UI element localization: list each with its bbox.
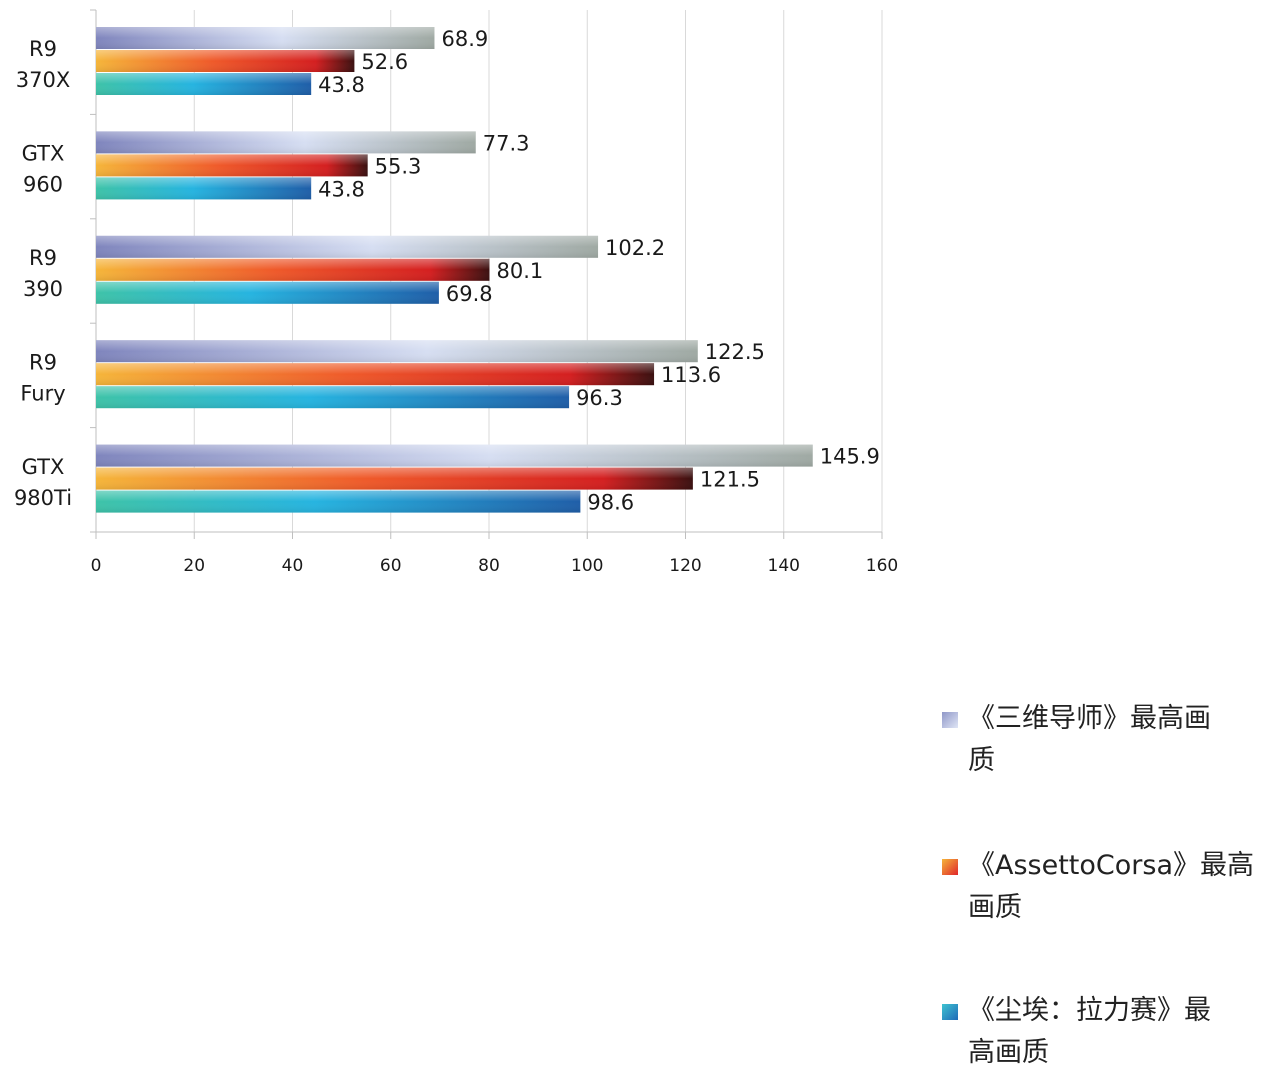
legend-label-line2: 高画质 bbox=[968, 1037, 1049, 1068]
category-label-line2: 980Ti bbox=[14, 486, 72, 510]
bar-value-label: 98.6 bbox=[587, 491, 634, 515]
x-tick-label: 0 bbox=[91, 556, 102, 576]
legend-label-line1: 《AssettoCorsa》最高 bbox=[968, 850, 1254, 881]
x-tick-label: 80 bbox=[478, 556, 500, 576]
category-label-line1: GTX bbox=[22, 142, 65, 166]
bar-value-label: 69.8 bbox=[446, 282, 493, 306]
category-label-line1: R9 bbox=[29, 246, 57, 270]
bar-sheen bbox=[96, 73, 312, 95]
bar-sheen bbox=[96, 50, 355, 72]
legend-swatch-sanwei bbox=[942, 712, 958, 728]
bar-sheen bbox=[96, 386, 570, 409]
bar-value-label: 43.8 bbox=[318, 177, 365, 201]
bar-chart: 0 20 40 60 80 100 120 140 160 R9 370X GTX 960 R9 390 R9… bbox=[14, 9, 898, 576]
bar-value-label: 68.9 bbox=[441, 27, 488, 51]
bar-sheen bbox=[96, 444, 813, 467]
bar-value-label: 43.8 bbox=[318, 73, 365, 97]
bar-sheen bbox=[96, 154, 368, 177]
bar-value-label: 113.6 bbox=[661, 363, 721, 387]
category-label-line2: Fury bbox=[20, 381, 65, 405]
bar-sheen bbox=[96, 340, 698, 363]
x-tick-label: 40 bbox=[282, 556, 304, 576]
bar-sheen bbox=[96, 258, 490, 281]
bar-value-label: 102.2 bbox=[605, 236, 665, 260]
bar-value-label: 77.3 bbox=[483, 131, 530, 155]
category-label-line1: R9 bbox=[29, 350, 57, 374]
chart-root: 0 20 40 60 80 100 120 140 160 R9 370X GTX 960 R9 390 R9… bbox=[14, 9, 1254, 1068]
legend-label-line2: 质 bbox=[968, 745, 995, 776]
x-tick-label: 20 bbox=[183, 556, 205, 576]
bar-sheen bbox=[96, 467, 693, 490]
bar-sheen bbox=[96, 363, 655, 386]
bar-sheen bbox=[96, 490, 581, 513]
bar-value-label: 55.3 bbox=[375, 154, 422, 178]
bar-sheen bbox=[96, 131, 476, 154]
labels: 0 20 40 60 80 100 120 140 160 R9 370X GTX 960 R9 390 R9… bbox=[14, 27, 898, 576]
legend-swatch-assettocorsa bbox=[942, 859, 958, 875]
bar-value-label: 121.5 bbox=[700, 468, 760, 492]
bar-sheen bbox=[96, 27, 435, 49]
x-tick-label: 120 bbox=[669, 556, 701, 576]
legend-label-line1: 《三维导师》最高画 bbox=[968, 703, 1211, 734]
x-tick-label: 60 bbox=[380, 556, 402, 576]
category-label-line1: R9 bbox=[29, 37, 57, 61]
legend-label-sanwei: 《三维导师》最高画 质 bbox=[968, 698, 1268, 782]
bar-value-label: 80.1 bbox=[496, 259, 543, 283]
category-label-line1: GTX bbox=[22, 455, 65, 479]
x-tick-label: 140 bbox=[768, 556, 800, 576]
legend-label-line1: 《尘埃：拉力赛》最 bbox=[968, 995, 1211, 1026]
bars bbox=[96, 27, 813, 513]
bar-sheen bbox=[96, 235, 599, 258]
bar-value-label: 122.5 bbox=[705, 340, 765, 364]
category-label-line2: 390 bbox=[23, 277, 63, 301]
legend-label-assettocorsa: 《AssettoCorsa》最高 画质 bbox=[968, 845, 1268, 929]
legend-swatch-dirtrally bbox=[942, 1004, 958, 1020]
x-tick-label: 100 bbox=[571, 556, 603, 576]
x-tick-label: 160 bbox=[866, 556, 898, 576]
legend-label-line2: 画质 bbox=[968, 892, 1022, 923]
bar-sheen bbox=[96, 177, 312, 200]
bar-value-label: 145.9 bbox=[820, 445, 880, 469]
bar-value-label: 52.6 bbox=[361, 50, 408, 74]
category-label-line2: 960 bbox=[23, 173, 63, 197]
bar-sheen bbox=[96, 281, 439, 304]
bar-value-label: 96.3 bbox=[576, 386, 623, 410]
legend-label-dirtrally: 《尘埃：拉力赛》最 高画质 bbox=[968, 990, 1268, 1074]
category-label-line2: 370X bbox=[16, 68, 70, 92]
